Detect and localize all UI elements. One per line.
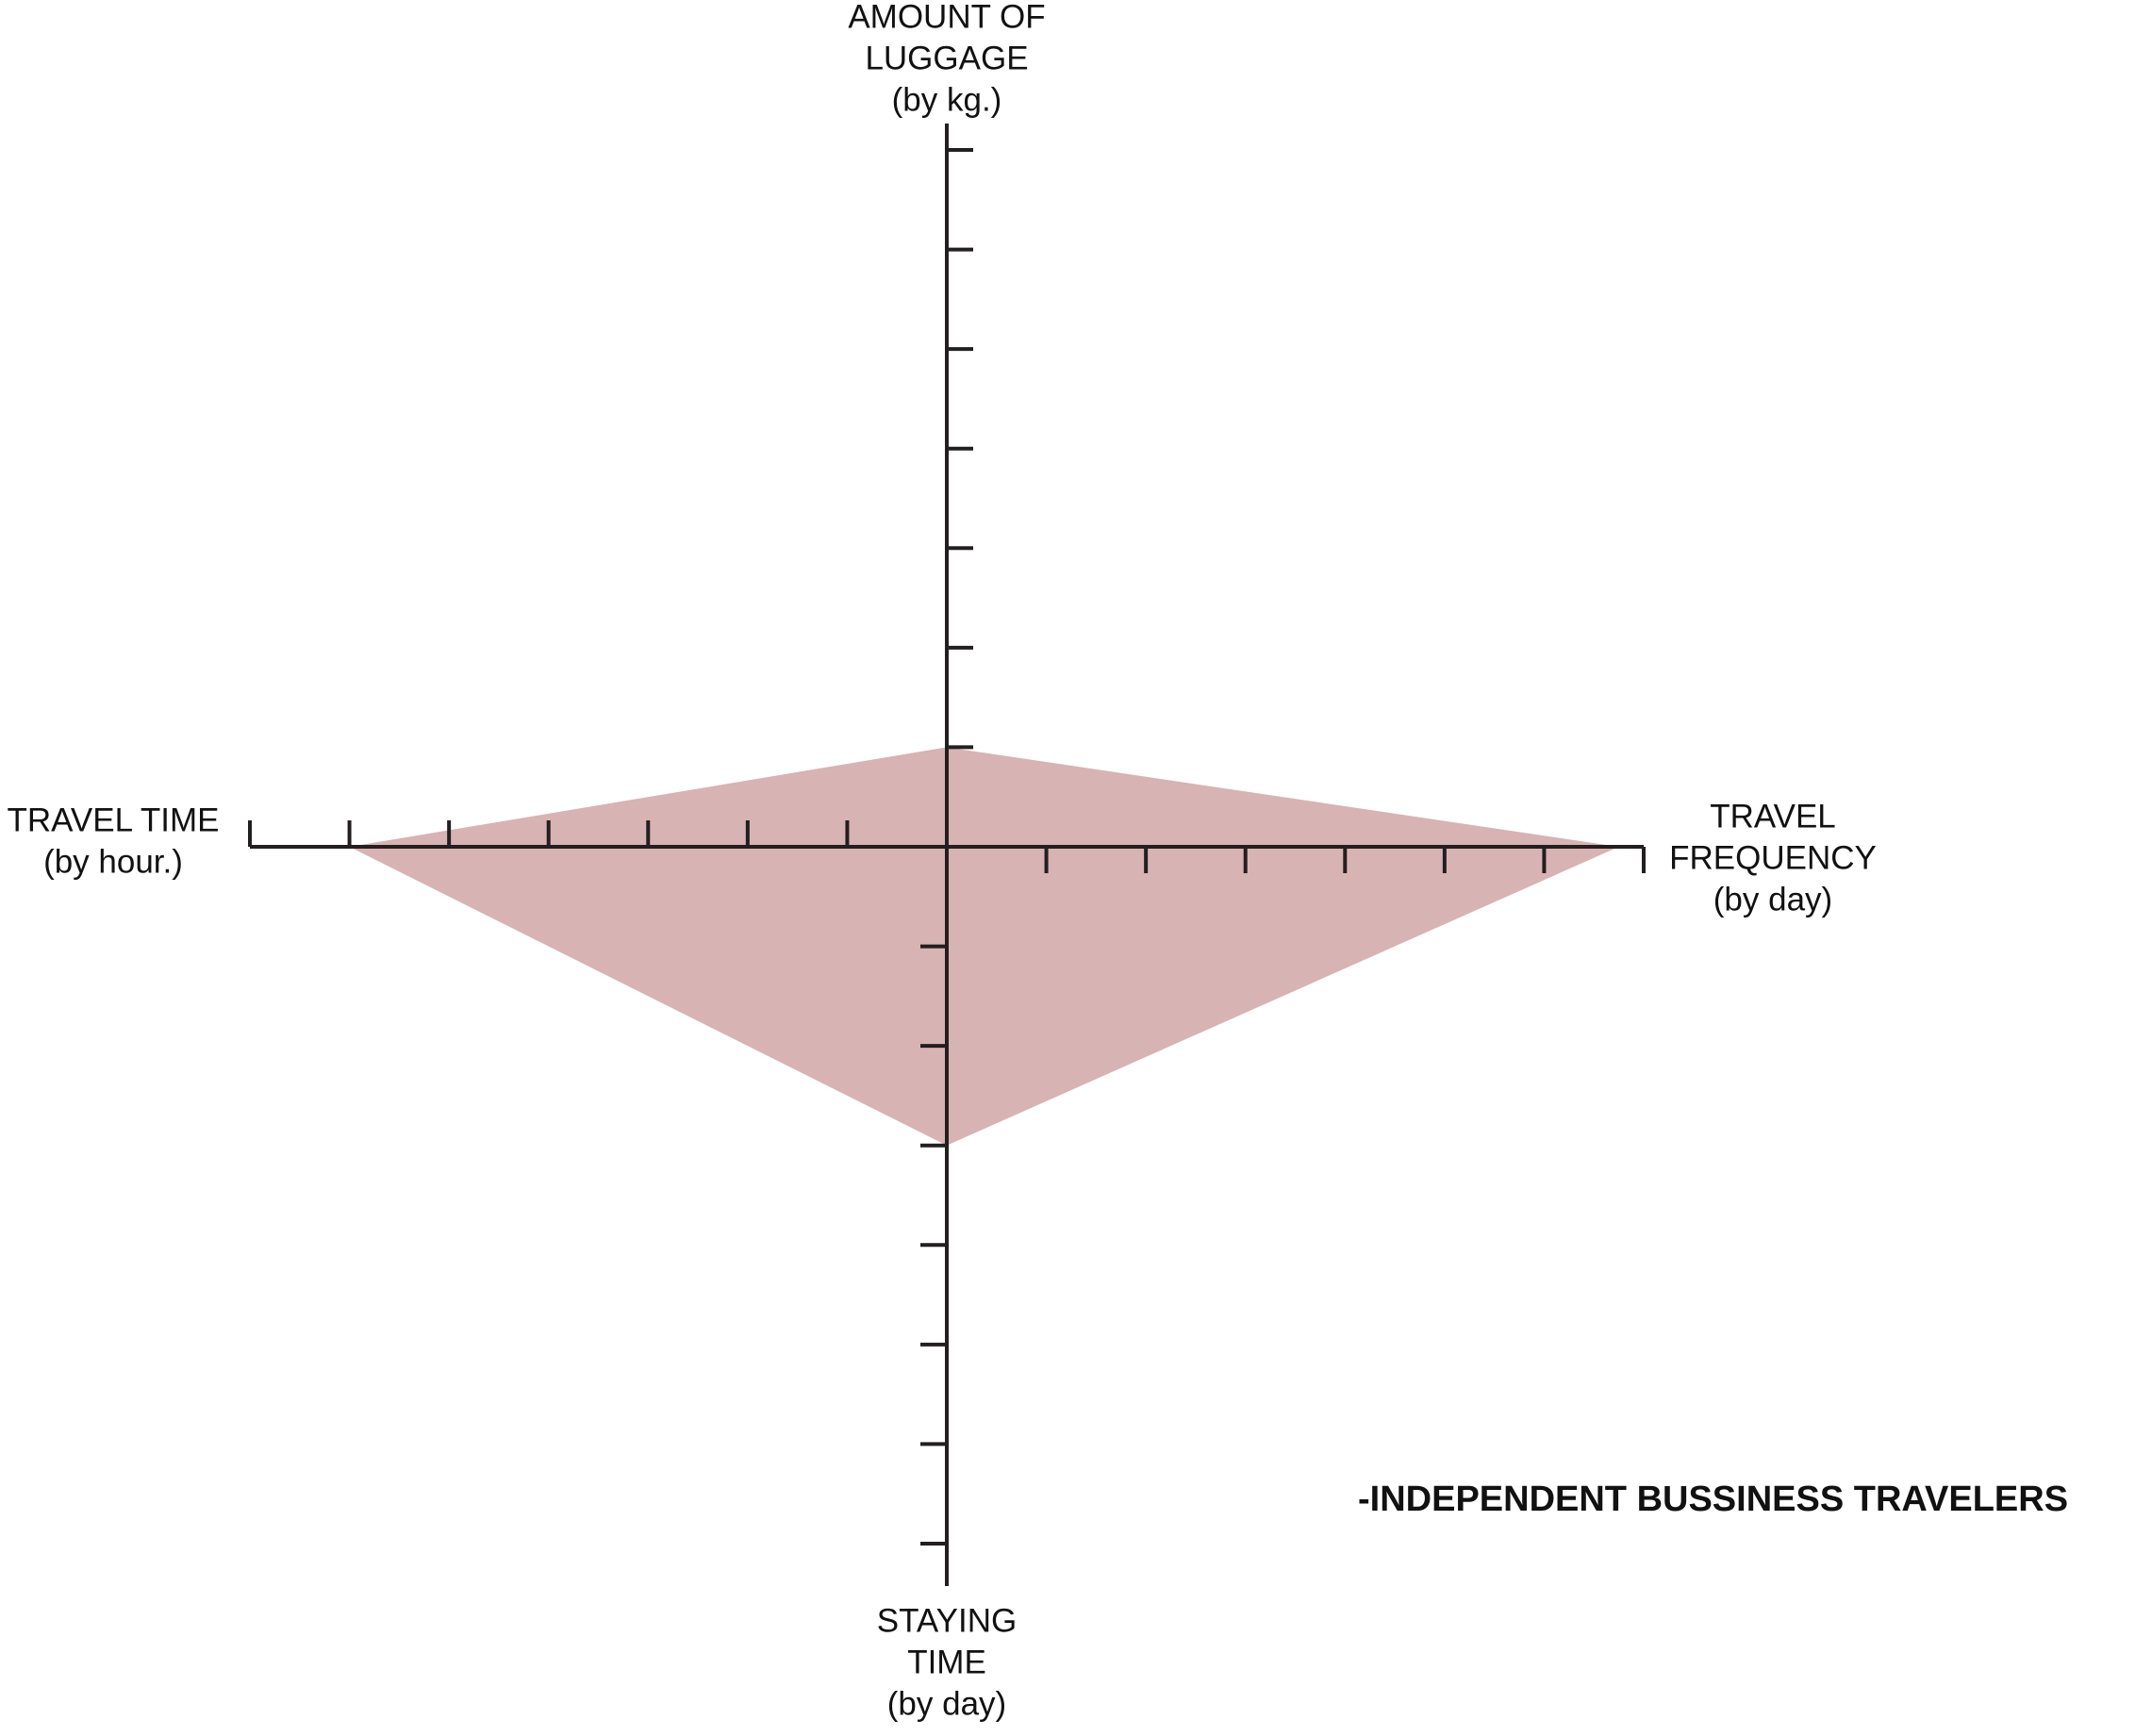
axis-label: TIME bbox=[907, 1644, 986, 1680]
axis-label: (by hour.) bbox=[43, 843, 183, 880]
axis-label: FREQUENCY bbox=[1669, 839, 1877, 876]
radar-area bbox=[349, 747, 1619, 1146]
legend-label: -INDEPENDENT BUSSINESS TRAVELERS bbox=[1358, 1480, 2068, 1519]
axis-label: LUGGAGE bbox=[865, 40, 1028, 76]
axis-label: TRAVEL bbox=[1710, 798, 1836, 835]
axis-label: TRAVEL TIME bbox=[8, 802, 220, 838]
axis-label: (by kg.) bbox=[892, 81, 1002, 118]
axis-label: AMOUNT OF bbox=[848, 0, 1045, 35]
axis-label: (by day) bbox=[1713, 881, 1832, 918]
axis-label: (by day) bbox=[887, 1685, 1006, 1722]
axis-label: STAYING bbox=[877, 1602, 1017, 1639]
